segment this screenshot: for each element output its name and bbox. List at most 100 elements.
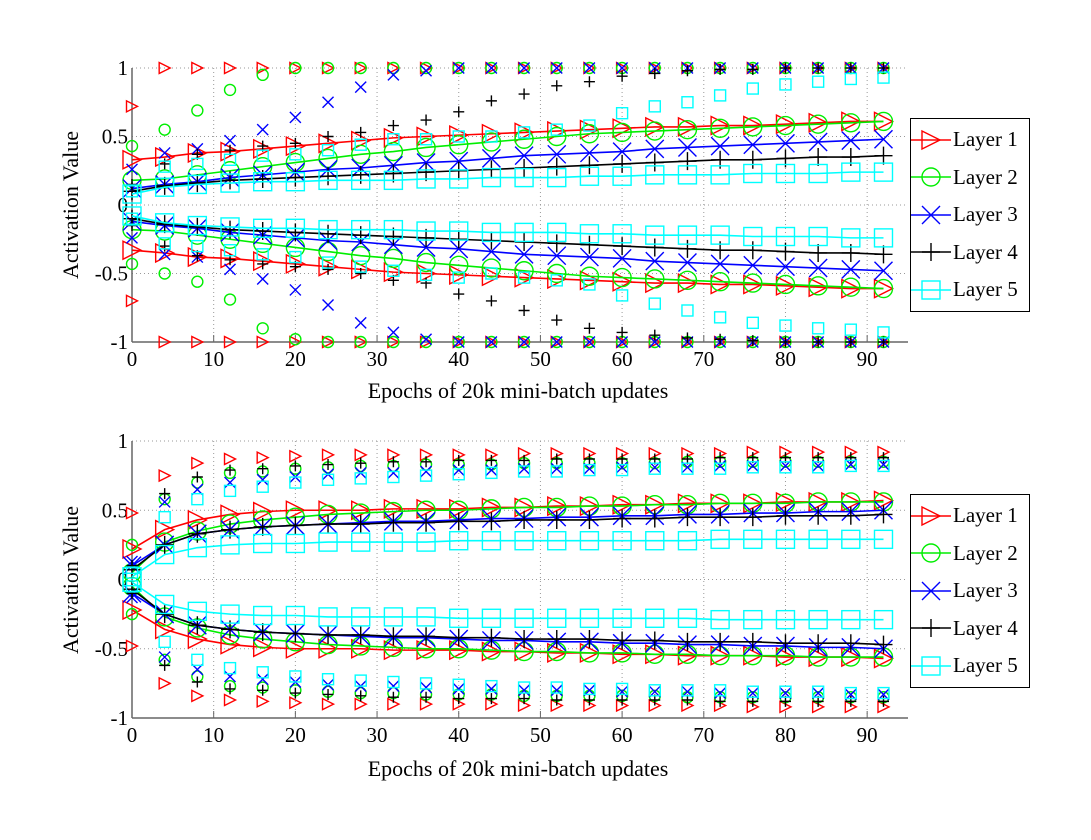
percentile-marker <box>583 694 595 706</box>
percentile-marker <box>158 248 171 261</box>
std-marker <box>874 129 893 149</box>
percentile-marker <box>420 456 432 468</box>
percentile-marker <box>485 130 498 143</box>
bottom-x-axis-label: Epochs of 20k mini-batch updates <box>368 756 669 781</box>
percentile-marker <box>485 682 498 695</box>
percentile-marker <box>714 695 726 707</box>
std-marker <box>873 111 894 132</box>
percentile-marker <box>354 260 367 273</box>
percentile-marker <box>223 484 237 498</box>
percentile-marker <box>518 693 530 705</box>
percentile-marker <box>125 99 140 113</box>
std-marker <box>220 634 241 655</box>
percentile-marker <box>419 268 433 282</box>
x-tick-label: 50 <box>530 723 551 747</box>
std-marker <box>677 531 698 551</box>
legend-item-layer-1: Layer 1 <box>911 121 1029 159</box>
percentile-marker <box>224 476 237 489</box>
percentile-marker <box>550 462 563 475</box>
legend-item-layer-4: Layer 4 <box>911 610 1029 648</box>
percentile-marker <box>223 293 237 306</box>
std-marker <box>285 500 306 521</box>
y-tick-label: 0 <box>118 193 129 217</box>
std-marker <box>874 635 893 654</box>
x-tick-label: 40 <box>448 347 469 371</box>
std-marker <box>417 228 436 247</box>
percentile-marker <box>322 299 335 312</box>
std-marker <box>318 170 338 191</box>
std-marker <box>514 122 535 143</box>
percentile-marker <box>681 332 693 344</box>
std-marker <box>154 544 175 565</box>
std-marker <box>449 608 469 628</box>
percentile-marker <box>453 693 465 705</box>
percentile-marker <box>354 138 367 151</box>
series-layer-4 <box>123 62 893 348</box>
top-legend: Layer 1 Layer 2 Layer 3 Layer 4 Layer 5 <box>910 118 1030 312</box>
std-marker <box>645 531 665 551</box>
percentile-marker <box>583 322 595 334</box>
std-marker <box>645 165 665 185</box>
percentile-marker <box>485 464 498 477</box>
std-marker <box>808 226 828 247</box>
std-marker <box>449 230 468 249</box>
std-marker <box>775 257 795 277</box>
percentile-marker <box>158 510 171 524</box>
std-marker <box>776 506 795 525</box>
legend-marker <box>922 243 940 262</box>
percentile-marker <box>321 143 335 157</box>
std-marker <box>645 153 664 172</box>
percentile-marker <box>551 694 563 706</box>
percentile-marker <box>125 294 140 308</box>
std-marker <box>547 126 567 147</box>
std-marker <box>547 246 567 266</box>
std-marker <box>220 217 240 237</box>
std-line-lower <box>131 215 884 239</box>
std-marker <box>155 215 174 234</box>
percentile-marker <box>321 448 336 462</box>
legend-marker <box>921 280 941 300</box>
std-marker <box>449 221 469 241</box>
std-marker <box>416 137 436 158</box>
std-marker <box>318 532 338 552</box>
std-marker <box>220 504 241 525</box>
std-line-upper <box>131 120 884 182</box>
std-marker <box>743 163 763 184</box>
percentile-marker <box>289 148 302 161</box>
percentile-marker <box>355 268 367 279</box>
percentile-marker <box>877 459 890 473</box>
std-marker <box>351 219 371 240</box>
percentile-marker <box>452 336 465 348</box>
x-tick-label: 90 <box>857 723 878 747</box>
std-marker <box>252 605 273 626</box>
legend-item-layer-5: Layer 5 <box>911 647 1029 685</box>
percentile-marker <box>322 96 335 109</box>
bottom-y-axis-label: Activation Value <box>58 506 83 654</box>
std-marker <box>808 609 828 630</box>
percentile-marker <box>354 61 367 75</box>
std-marker <box>579 124 600 144</box>
legend-label: Layer 5 <box>953 653 1018 678</box>
std-marker <box>449 169 469 189</box>
std-marker <box>873 162 894 182</box>
std-marker <box>122 538 143 560</box>
percentile-marker <box>158 267 171 280</box>
percentile-marker <box>322 263 334 275</box>
percentile-marker <box>355 690 367 702</box>
y-tick-label: -0.5 <box>95 262 128 286</box>
std-marker <box>188 524 207 543</box>
std-marker <box>449 255 469 275</box>
std-marker <box>122 572 142 592</box>
legend-label: Layer 2 <box>953 164 1018 189</box>
percentile-marker <box>779 336 791 348</box>
percentile-marker <box>321 473 335 486</box>
percentile-marker <box>485 295 497 307</box>
std-marker <box>481 258 502 278</box>
percentile-marker <box>485 454 497 466</box>
percentile-marker <box>452 61 465 75</box>
percentile-marker <box>420 277 432 289</box>
y-tick-label: 0.5 <box>102 125 128 149</box>
std-marker <box>743 241 762 260</box>
percentile-marker <box>387 133 400 146</box>
legend-marker <box>921 129 942 150</box>
